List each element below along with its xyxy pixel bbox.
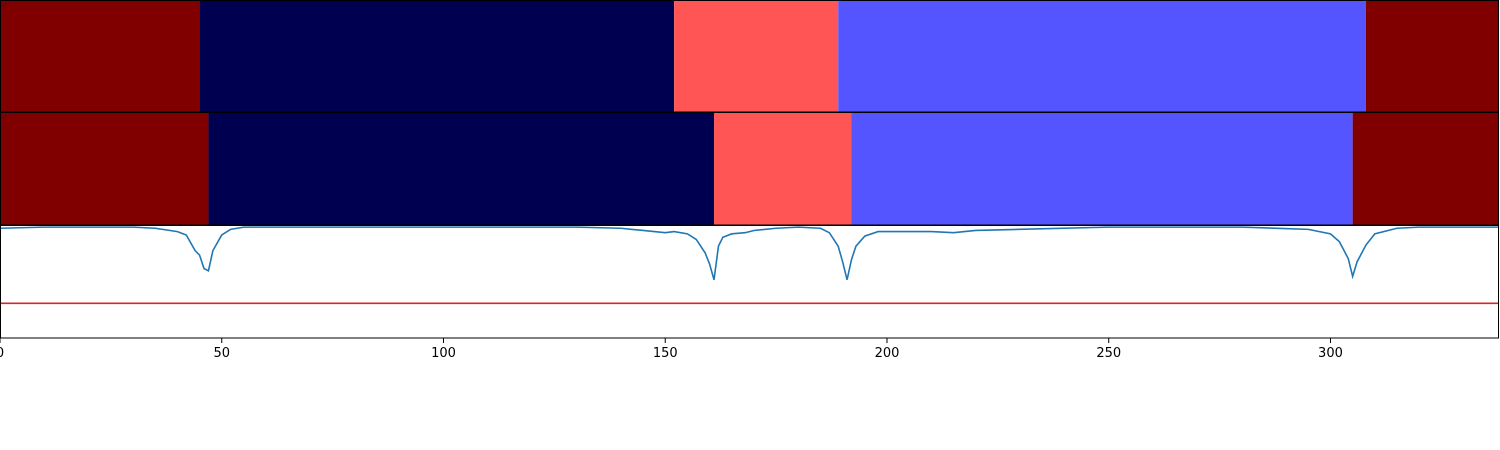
segment-1-2: [714, 113, 852, 225]
segment-1-0: [0, 113, 209, 225]
segment-0-3: [838, 1, 1366, 112]
panel-frame-2: [0, 225, 1499, 339]
x-tick-label-300: 300: [1318, 346, 1343, 361]
segmentation-strip-bottom: [0, 113, 1499, 225]
segment-1-3: [851, 113, 1353, 225]
x-axis: 0 50 100 150 200 250 300: [0, 338, 1343, 361]
segment-0-4: [1365, 1, 1499, 112]
segment-1-1: [208, 113, 715, 225]
x-tick-label-100: 100: [431, 346, 456, 361]
confidence-panel: [0, 226, 1499, 305]
segment-0-2: [674, 1, 839, 112]
x-tick-label-200: 200: [875, 346, 900, 361]
segment-1-4: [1352, 113, 1499, 225]
x-tick-label-50: 50: [213, 346, 230, 361]
x-tick-label-250: 250: [1096, 346, 1121, 361]
panel-frames: [0, 0, 1499, 339]
x-tick-label-0: 0: [0, 346, 4, 361]
segmentation-strip-top: [0, 1, 1499, 112]
x-tick-label-150: 150: [653, 346, 678, 361]
confidence-series-line: [0, 226, 1499, 280]
segment-0-1: [199, 1, 675, 112]
segment-0-0: [0, 1, 200, 112]
